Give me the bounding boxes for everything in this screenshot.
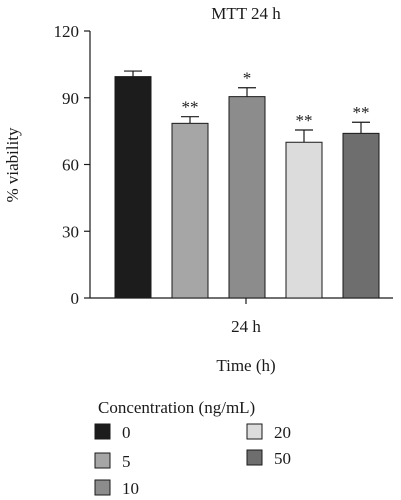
chart-title: MTT 24 h bbox=[211, 4, 281, 23]
significance-50: ** bbox=[353, 103, 370, 122]
y-tick-label-3: 90 bbox=[62, 89, 79, 108]
legend-swatch-0 bbox=[94, 423, 111, 440]
x-axis-label: Time (h) bbox=[216, 356, 275, 375]
significance-20: ** bbox=[296, 111, 313, 130]
group-label: 24 h bbox=[231, 317, 261, 336]
y-tick-label-0: 0 bbox=[71, 289, 80, 308]
legend-swatch-20 bbox=[246, 423, 263, 440]
legend-label-0: 0 bbox=[122, 423, 131, 442]
legend-label-10: 10 bbox=[122, 479, 139, 498]
bar-10 bbox=[228, 96, 266, 299]
bar-5 bbox=[171, 122, 209, 299]
legend-swatch-10 bbox=[94, 479, 111, 496]
axes: 0 30 60 90 120 bbox=[54, 22, 393, 308]
y-tick-label-1: 30 bbox=[62, 222, 79, 241]
legend-title: Concentration (ng/mL) bbox=[98, 398, 255, 417]
legend-swatch-50 bbox=[246, 449, 263, 466]
legend-label-20: 20 bbox=[274, 423, 291, 442]
legend: 0 5 10 20 50 bbox=[94, 423, 291, 498]
legend-label-5: 5 bbox=[122, 452, 131, 471]
y-tick-label-2: 60 bbox=[62, 156, 79, 175]
y-axis-label: % viability bbox=[3, 127, 22, 203]
legend-swatch-5 bbox=[94, 452, 111, 469]
significance-5: ** bbox=[182, 98, 199, 117]
legend-label-50: 50 bbox=[274, 449, 291, 468]
bar-50 bbox=[342, 132, 380, 299]
bars-group: ***** ** bbox=[114, 69, 380, 299]
bar-0 bbox=[114, 76, 152, 299]
significance-10: * bbox=[243, 69, 252, 88]
y-tick-label-4: 120 bbox=[54, 22, 80, 41]
bar-20 bbox=[285, 141, 323, 299]
